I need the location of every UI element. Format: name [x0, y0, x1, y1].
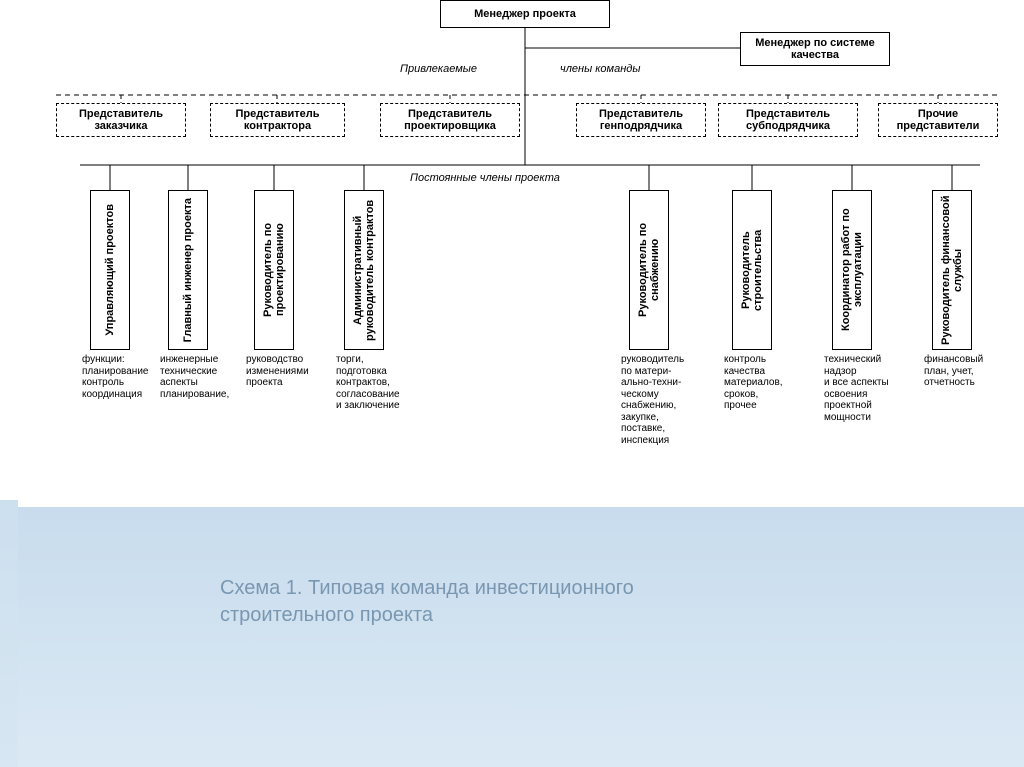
permanent-label: Постоянные члены проекта: [410, 172, 560, 184]
member-box: Административный руководитель контрактов: [344, 190, 384, 350]
representative-label: Представитель заказчика: [57, 106, 185, 134]
member-title: Руководитель по снабжению: [635, 191, 663, 349]
representative-box: Прочие представители: [878, 103, 998, 137]
member-title: Главный инженер проекта: [180, 196, 196, 344]
representative-label: Представитель проектировщика: [381, 106, 519, 134]
invited-label-right: члены команды: [560, 63, 640, 75]
quality-manager-box: Менеджер по системе качества: [740, 32, 890, 66]
org-diagram: Менеджер проекта Менеджер по системе кач…: [0, 0, 1024, 500]
member-desc: руководство изменениями проекта: [246, 354, 326, 389]
member-desc: финансовый план, учет, отчетность: [924, 354, 1004, 389]
member-box: Главный инженер проекта: [168, 190, 208, 350]
member-desc: контроль качества материалов, сроков, пр…: [724, 354, 804, 412]
background-band: [0, 507, 1024, 767]
member-box: Управляющий проектов: [90, 190, 130, 350]
member-box: Координатор работ по эксплуатации: [832, 190, 872, 350]
member-title: Управляющий проектов: [102, 202, 118, 338]
representative-box: Представитель заказчика: [56, 103, 186, 137]
member-desc: технический надзор и все аспекты освоени…: [824, 354, 904, 423]
quality-manager-label: Менеджер по системе качества: [741, 35, 889, 63]
member-desc: торги, подготовка контрактов, согласован…: [336, 354, 416, 412]
member-box: Руководитель строительства: [732, 190, 772, 350]
member-box: Руководитель финансовой службы: [932, 190, 972, 350]
manager-label: Менеджер проекта: [472, 6, 578, 22]
member-title: Координатор работ по эксплуатации: [838, 191, 866, 349]
representative-label: Представитель контрактора: [211, 106, 344, 134]
representative-box: Представитель контрактора: [210, 103, 345, 137]
invited-label-left: Привлекаемые: [400, 63, 477, 75]
diagram-caption: Схема 1. Типовая команда инвестиционного…: [220, 575, 740, 629]
representative-label: Представитель субподрядчика: [719, 106, 857, 134]
member-title: Руководитель строительства: [738, 191, 766, 349]
member-title: Руководитель по проектированию: [260, 191, 288, 349]
member-title: Административный руководитель контрактов: [350, 191, 378, 349]
representative-label: Представитель генподрядчика: [577, 106, 705, 134]
representative-box: Представитель субподрядчика: [718, 103, 858, 137]
representative-box: Представитель проектировщика: [380, 103, 520, 137]
member-desc: инженерные технические аспекты планирова…: [160, 354, 240, 400]
member-desc: руководитель по матери- ально-техни- чес…: [621, 354, 701, 446]
member-box: Руководитель по снабжению: [629, 190, 669, 350]
member-desc: функции: планирование контроль координац…: [82, 354, 162, 400]
member-title: Руководитель финансовой службы: [938, 191, 966, 349]
manager-box: Менеджер проекта: [440, 0, 610, 28]
representative-box: Представитель генподрядчика: [576, 103, 706, 137]
member-box: Руководитель по проектированию: [254, 190, 294, 350]
representative-label: Прочие представители: [879, 106, 997, 134]
